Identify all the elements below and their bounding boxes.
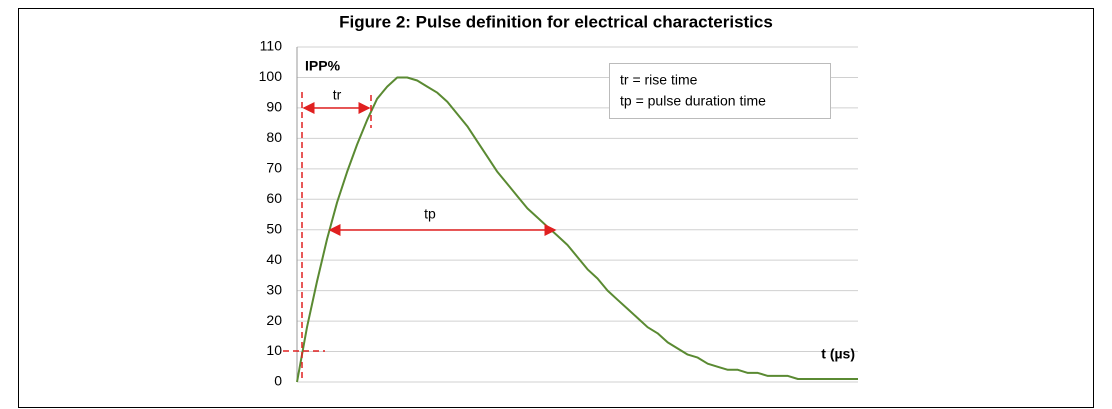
legend-text: tr = rise time [620,72,698,88]
y-tick-label: 70 [266,160,282,176]
legend-text: tp = pulse duration time [620,93,766,109]
y-tick-label: 10 [266,342,282,358]
x-axis-label: t (µs) [821,346,855,362]
y-tick-label: 50 [266,220,282,236]
legend-box [609,63,831,119]
y-axis-label: IPP% [305,58,341,74]
y-tick-label: 30 [266,281,282,297]
y-tick-label: 40 [266,251,282,267]
rise-label: tr [333,87,342,103]
y-tick-label: 80 [266,129,282,145]
y-tick-label: 110 [260,38,283,54]
y-tick-label: 60 [266,190,282,206]
y-tick-label: 90 [266,99,282,115]
chart-title: Figure 2: Pulse definition for electrica… [339,12,773,31]
pulse-label: tp [424,206,436,222]
y-tick-label: 0 [274,373,282,389]
y-tick-label: 20 [266,312,282,328]
pulse-line [296,76,858,383]
y-tick-label: 100 [259,68,283,84]
frame [18,8,1094,408]
plot [296,76,858,383]
